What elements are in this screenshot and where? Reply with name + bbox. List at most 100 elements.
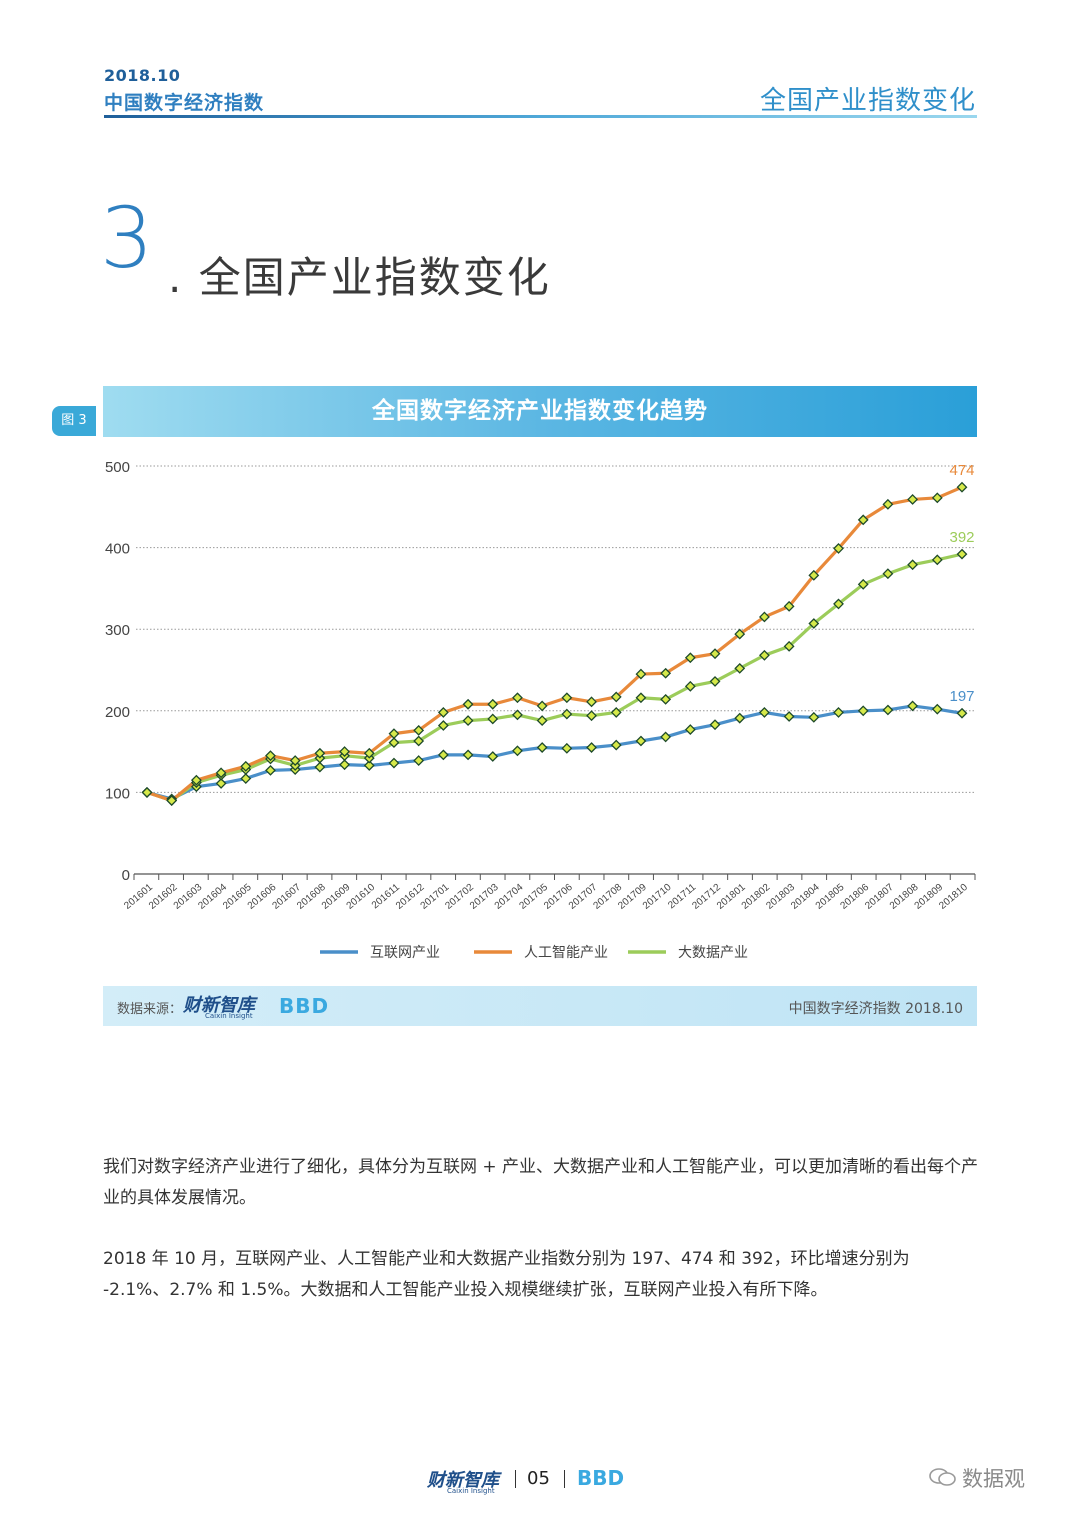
data-point-ai [339, 746, 350, 758]
section-title: . 全国产业指数变化 [168, 253, 551, 302]
data-point-bigdata [709, 676, 721, 687]
figure-tag: 图 3 [52, 406, 96, 436]
caixin-logo-sub: Caixin Insight [205, 1012, 253, 1020]
y-tick-label: 200 [105, 704, 130, 721]
data-point-internet [660, 731, 672, 743]
data-point-bigdata [536, 715, 548, 727]
page-number: 05 [527, 1468, 550, 1489]
x-tick-label: 201810 [937, 882, 970, 912]
data-point-ai [487, 698, 499, 710]
data-point-internet [462, 749, 474, 761]
data-point-bigdata [561, 708, 573, 720]
legend-label-ai: 人工智能产业 [524, 945, 608, 961]
data-point-ai [388, 728, 400, 740]
data-point-internet [413, 755, 425, 766]
header-divider [104, 115, 977, 118]
data-point-ai [808, 569, 820, 581]
data-point-internet [734, 712, 746, 724]
series-line-internet [146, 704, 963, 801]
data-point-internet [956, 707, 968, 719]
data-point-ai [931, 492, 943, 504]
data-point-ai [141, 786, 153, 798]
end-value-label-ai: 474 [949, 462, 974, 479]
wechat-icon [929, 1468, 956, 1486]
data-point-bigdata [931, 554, 943, 566]
data-point-bigdata [808, 618, 820, 629]
paragraph-1: 我们对数字经济产业进行了细化，具体分为互联网 + 产业、大数据产业和人工智能产业… [103, 1157, 979, 1208]
data-point-ai [709, 648, 721, 660]
data-point-internet [487, 751, 499, 762]
y-tick-label: 300 [105, 622, 130, 639]
caixin-logo: 财新智库 [183, 995, 255, 1016]
data-point-internet [635, 735, 647, 747]
data-point-ai [882, 498, 894, 510]
data-point-internet [314, 761, 326, 773]
chart-title-banner: 全国数字经济产业指数变化趋势 [103, 386, 977, 437]
data-point-ai [684, 652, 696, 664]
data-point-ai [956, 481, 968, 493]
y-tick-label: 500 [105, 459, 130, 476]
data-point-bigdata [388, 737, 400, 749]
data-point-internet [610, 739, 622, 751]
data-point-bigdata [635, 692, 647, 704]
data-point-ai [536, 700, 548, 712]
data-point-bigdata [660, 693, 672, 705]
data-point-ai [462, 698, 474, 710]
data-point-bigdata [512, 709, 523, 721]
series-line-bigdata [146, 552, 963, 803]
data-point-internet [240, 773, 252, 784]
footer-bbd-logo: BBD [577, 1466, 625, 1490]
data-point-bigdata [907, 559, 919, 571]
data-point-ai [734, 628, 746, 640]
data-point-ai [190, 774, 202, 786]
data-point-bigdata [684, 680, 696, 692]
data-point-ai [635, 668, 647, 680]
bbd-logo: BBD [279, 994, 330, 1018]
data-point-ai [166, 795, 178, 806]
data-point-internet [808, 711, 820, 723]
data-point-bigdata [956, 548, 968, 560]
data-point-internet [882, 704, 894, 716]
header-report-title: 中国数字经济指数 [104, 92, 265, 114]
data-point-ai [265, 750, 276, 762]
data-point-internet [215, 778, 227, 789]
data-point-internet [561, 742, 573, 754]
footer-caixin-logo: 财新智库 [427, 1470, 499, 1491]
data-point-internet [363, 760, 375, 771]
data-point-internet [388, 757, 400, 769]
data-point-internet [783, 711, 795, 722]
data-point-ai [833, 542, 844, 554]
data-point-internet [586, 742, 597, 753]
paragraph-2: 2018 年 10 月，互联网产业、人工智能产业和大数据产业指数分别为 197、… [103, 1249, 910, 1300]
data-point-ai [783, 600, 795, 612]
data-point-bigdata [759, 649, 770, 661]
data-point-ai [907, 494, 919, 505]
data-point-ai [586, 696, 597, 708]
data-point-ai [759, 611, 770, 623]
series-line-ai [146, 485, 963, 803]
header-section-title: 全国产业指数变化 [759, 86, 976, 116]
data-point-bigdata [882, 568, 894, 580]
watermark-text: 数据观 [962, 1467, 1025, 1491]
data-point-ai [240, 760, 252, 772]
y-tick-label: 100 [105, 785, 130, 802]
data-point-bigdata [413, 735, 425, 747]
data-point-ai [215, 767, 227, 779]
legend-label-internet: 互联网产业 [370, 945, 440, 961]
data-point-ai [289, 755, 301, 766]
data-point-ai [363, 747, 375, 759]
data-point-bigdata [857, 578, 869, 590]
data-point-internet [265, 764, 276, 776]
data-point-internet [833, 707, 844, 718]
data-point-internet [857, 705, 869, 717]
data-point-ai [314, 747, 326, 759]
data-point-ai [561, 692, 573, 704]
data-point-ai [610, 691, 622, 703]
data-point-internet [512, 745, 523, 757]
data-point-internet [684, 724, 696, 735]
data-point-internet [339, 759, 350, 771]
source-bar: 数据来源： 财新智库 Caixin Insight BBD 中国数字经济指数 2… [103, 986, 977, 1026]
footer-separator [564, 1470, 565, 1488]
end-value-label-bigdata: 392 [949, 529, 974, 546]
data-point-ai [660, 667, 672, 679]
